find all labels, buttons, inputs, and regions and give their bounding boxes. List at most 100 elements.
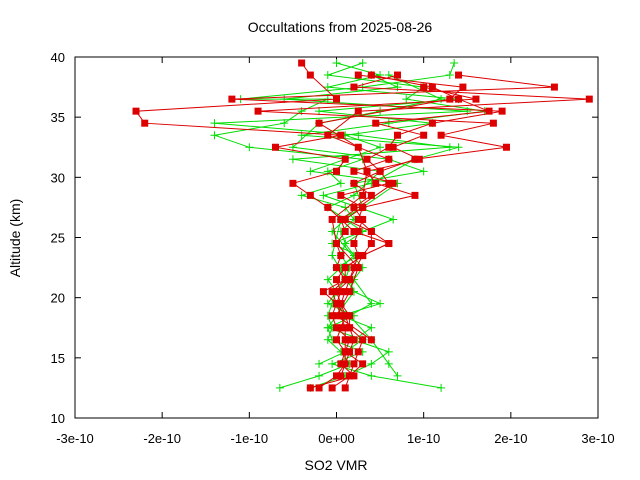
data-point <box>333 372 340 380</box>
data-point <box>323 299 332 308</box>
data-point <box>359 203 367 211</box>
data-point <box>298 59 306 67</box>
y-tick-label: 10 <box>51 411 65 426</box>
y-tick-label: 30 <box>51 170 65 185</box>
data-point <box>354 143 362 151</box>
data-point <box>346 288 354 296</box>
data-point <box>306 71 314 79</box>
data-point <box>275 383 284 392</box>
data-point <box>333 167 340 175</box>
data-point <box>389 215 398 224</box>
data-point <box>245 143 254 152</box>
data-point <box>502 143 510 151</box>
data-point <box>324 131 332 139</box>
data-point <box>445 143 454 152</box>
data-point <box>337 372 345 380</box>
data-point <box>367 371 376 380</box>
data-point <box>210 119 219 128</box>
y-tick-label: 35 <box>51 110 65 125</box>
data-point <box>389 179 397 187</box>
data-point <box>337 324 345 332</box>
data-point <box>359 191 367 199</box>
x-tick-label: -1e-10 <box>231 431 269 446</box>
data-point <box>367 71 375 79</box>
data-point <box>337 300 345 308</box>
data-point <box>385 155 393 163</box>
data-point <box>350 336 358 344</box>
data-point <box>367 336 375 344</box>
data-point <box>328 288 336 296</box>
data-point <box>297 191 306 200</box>
data-point <box>354 264 362 272</box>
data-point <box>350 240 358 248</box>
data-point <box>315 119 323 127</box>
data-point <box>363 167 371 175</box>
data-point <box>454 143 463 152</box>
data-point <box>367 240 375 248</box>
x-tick-label: -3e-10 <box>56 431 94 446</box>
data-point <box>354 107 362 115</box>
data-point <box>437 131 445 139</box>
data-point <box>385 179 393 187</box>
data-point <box>337 215 345 223</box>
data-point <box>384 359 393 368</box>
data-point <box>346 336 354 344</box>
data-point <box>346 312 354 320</box>
data-point <box>346 348 354 356</box>
data-point <box>132 107 140 115</box>
data-point <box>350 167 358 175</box>
data-point <box>367 359 376 368</box>
data-point <box>394 131 402 139</box>
data-point <box>328 359 337 368</box>
data-point <box>359 252 367 260</box>
series-square <box>132 59 593 392</box>
data-point <box>332 59 341 68</box>
data-point <box>455 95 463 103</box>
data-point <box>428 83 436 91</box>
data-point <box>346 276 354 284</box>
data-point <box>254 107 262 115</box>
data-point <box>333 264 340 272</box>
data-point <box>306 191 314 199</box>
data-point <box>289 179 297 187</box>
data-point <box>354 252 362 260</box>
data-point <box>354 227 362 235</box>
data-point <box>337 191 345 199</box>
series-layer <box>132 59 593 392</box>
data-point <box>346 372 354 380</box>
data-point <box>411 155 419 163</box>
data-point <box>437 95 446 104</box>
data-point <box>341 288 349 296</box>
data-point <box>341 215 349 223</box>
data-point <box>341 264 349 272</box>
data-point <box>384 119 393 128</box>
data-point <box>354 348 362 356</box>
data-point <box>341 336 349 344</box>
y-axis: 10 15 20 25 30 35 40 <box>51 50 598 426</box>
data-point <box>337 360 345 368</box>
x-tick-label: 1e-10 <box>407 431 440 446</box>
data-point <box>350 372 358 380</box>
data-point <box>319 191 328 200</box>
x-tick-label: -2e-10 <box>143 431 181 446</box>
data-point <box>341 227 349 235</box>
data-point <box>415 155 423 163</box>
data-point <box>376 167 384 175</box>
x-tick-label: 0e+00 <box>318 431 355 446</box>
data-point <box>333 336 340 344</box>
y-tick-label: 15 <box>51 351 65 366</box>
data-point <box>428 119 436 127</box>
data-point <box>385 143 393 151</box>
data-point <box>280 119 289 128</box>
data-point <box>485 107 493 115</box>
data-point <box>315 359 324 368</box>
data-point <box>346 324 354 332</box>
data-point <box>585 95 593 103</box>
data-point <box>376 299 385 308</box>
data-point <box>367 227 375 235</box>
data-point <box>420 83 428 91</box>
data-point <box>341 312 349 320</box>
y-tick-label: 20 <box>51 291 65 306</box>
data-point <box>367 191 375 199</box>
data-point <box>350 227 358 235</box>
